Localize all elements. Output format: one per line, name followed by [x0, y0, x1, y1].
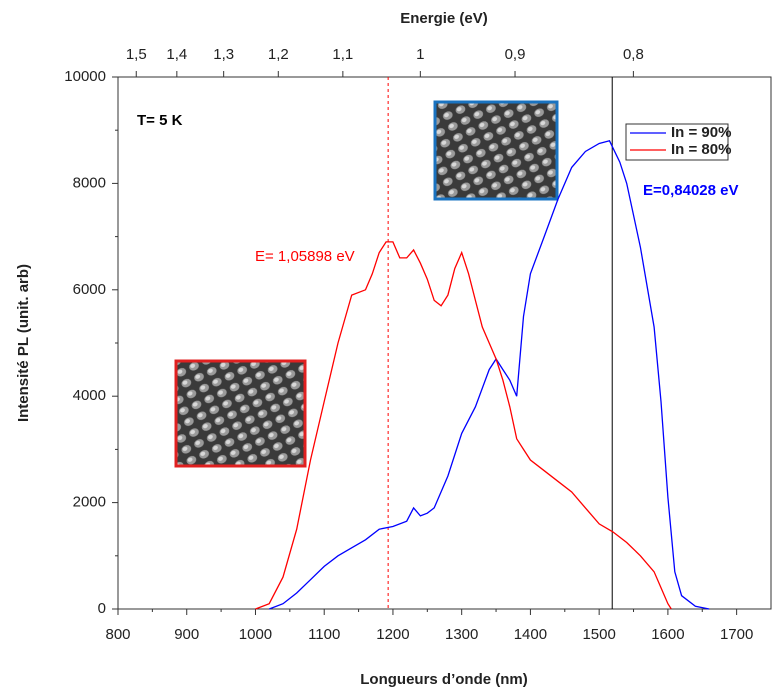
y-tick-label: 2000	[73, 494, 106, 511]
annotation: T= 5 K	[137, 112, 183, 129]
data-line	[255, 241, 672, 610]
x2-tick-label: 1,3	[213, 46, 234, 63]
legend-label: In = 80%	[671, 141, 731, 158]
x-tick-label: 900	[174, 626, 199, 643]
x-tick-label: 1100	[308, 626, 340, 643]
annotation: E= 1,05898 eV	[255, 248, 355, 265]
y-tick-label: 10000	[64, 68, 106, 85]
y-tick-label: 4000	[73, 387, 106, 404]
x2-tick-label: 1	[416, 46, 424, 63]
y-axis-title: Intensité PL (unit. arb)	[15, 264, 32, 422]
x2-tick-label: 0,9	[505, 46, 526, 63]
x2-tick-label: 1,1	[332, 46, 353, 63]
y-tick-label: 0	[98, 600, 106, 617]
legend-box	[625, 123, 729, 161]
data-line	[268, 140, 710, 610]
x-tick-label: 1700	[720, 626, 753, 643]
x2-tick-label: 0,8	[623, 46, 644, 63]
y-tick-label: 6000	[73, 281, 106, 298]
x-tick-label: 1300	[445, 626, 478, 643]
sem-image	[433, 100, 559, 201]
x-tick-label: 800	[105, 626, 130, 643]
x-tick-label: 1200	[376, 626, 409, 643]
x-tick-label: 1500	[582, 626, 615, 643]
sem-image	[174, 359, 307, 468]
x-tick-label: 1000	[239, 626, 272, 643]
x2-tick-label: 1,2	[268, 46, 289, 63]
x2-tick-label: 1,4	[166, 46, 187, 63]
annotation: E=0,84028 eV	[643, 182, 739, 199]
x-axis-title: Longueurs d’onde (nm)	[360, 671, 527, 688]
x-tick-label: 1600	[651, 626, 684, 643]
x2-tick-label: 1,5	[126, 46, 147, 63]
x2-axis-title: Energie (eV)	[400, 10, 488, 27]
legend-label: In = 90%	[671, 124, 731, 141]
y-tick-label: 8000	[73, 174, 106, 191]
x-tick-label: 1400	[514, 626, 547, 643]
